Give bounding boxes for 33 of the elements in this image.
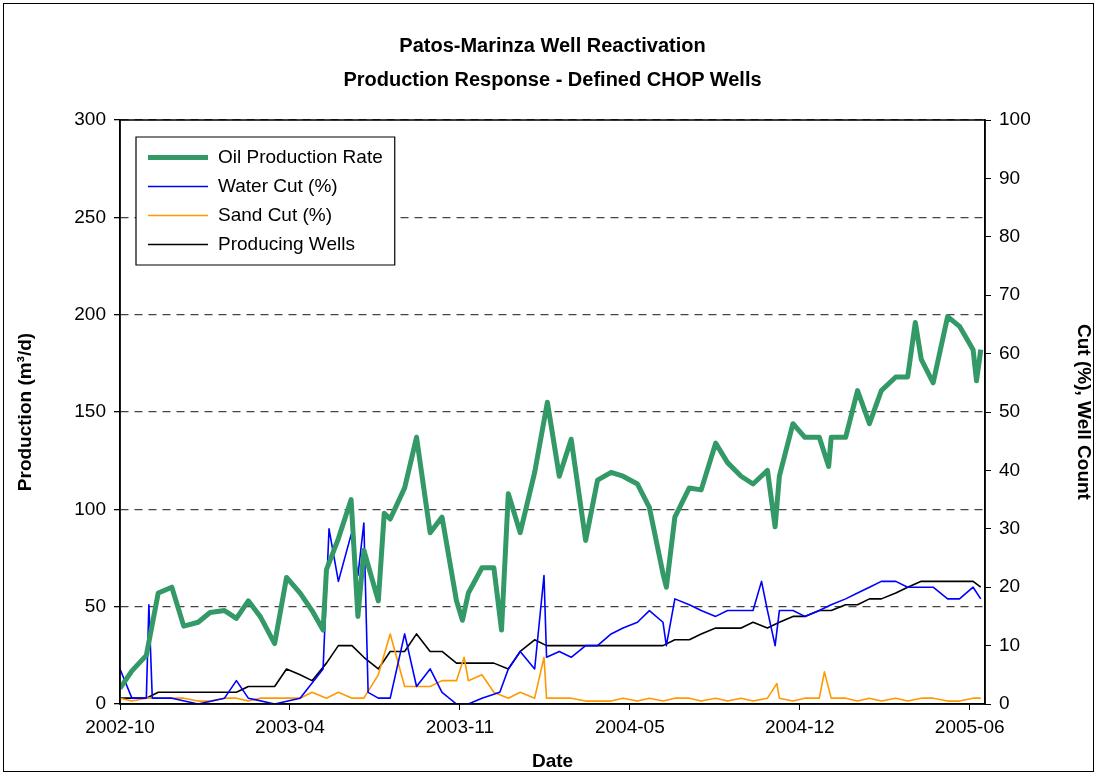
y-tick-label: 150 [74, 400, 106, 422]
y2-tick-label: 20 [999, 575, 1021, 597]
y2-tick-label: 0 [999, 692, 1010, 714]
x-axis-title: Date [531, 749, 574, 771]
y-tick-label: 300 [74, 108, 106, 130]
chart-title: Patos-Marinza Well Reactivation [399, 33, 706, 56]
x-tick-label: 2005-06 [934, 715, 1005, 737]
y2-tick-label: 30 [999, 517, 1021, 539]
x-tick-label: 2004-05 [594, 715, 665, 737]
y-tick-label: 50 [84, 594, 106, 616]
x-tick-label: 2003-04 [255, 715, 326, 737]
x-tick-label: 2003-11 [425, 715, 495, 737]
y-tick-label: 250 [74, 205, 106, 227]
legend-label: Sand Cut (%) [218, 203, 333, 225]
legend-label: Producing Wells [218, 232, 355, 254]
y2-tick-label: 10 [999, 633, 1021, 655]
x-tick-label: 2004-12 [764, 715, 835, 737]
y2-tick-label: 60 [999, 341, 1021, 363]
y-tick-label: 0 [95, 692, 106, 714]
x-tick-label: 2002-10 [85, 715, 155, 737]
y2-tick-label: 100 [999, 108, 1031, 130]
y-tick-label: 100 [74, 497, 106, 519]
y2-tick-label: 70 [999, 283, 1021, 305]
chart-subtitle: Production Response - Defined CHOP Wells [343, 67, 762, 90]
y2-tick-label: 90 [999, 166, 1021, 188]
y2-axis-title: Cut (%), Well Count [1074, 324, 1096, 501]
y-tick-label: 200 [74, 302, 106, 324]
y-axis-title: Production (m³/d) [13, 332, 35, 492]
legend-label: Oil Production Rate [218, 145, 383, 167]
legend-label: Water Cut (%) [218, 174, 338, 196]
y2-tick-label: 50 [999, 400, 1021, 422]
y2-tick-label: 40 [999, 458, 1021, 480]
y2-tick-label: 80 [999, 225, 1021, 247]
